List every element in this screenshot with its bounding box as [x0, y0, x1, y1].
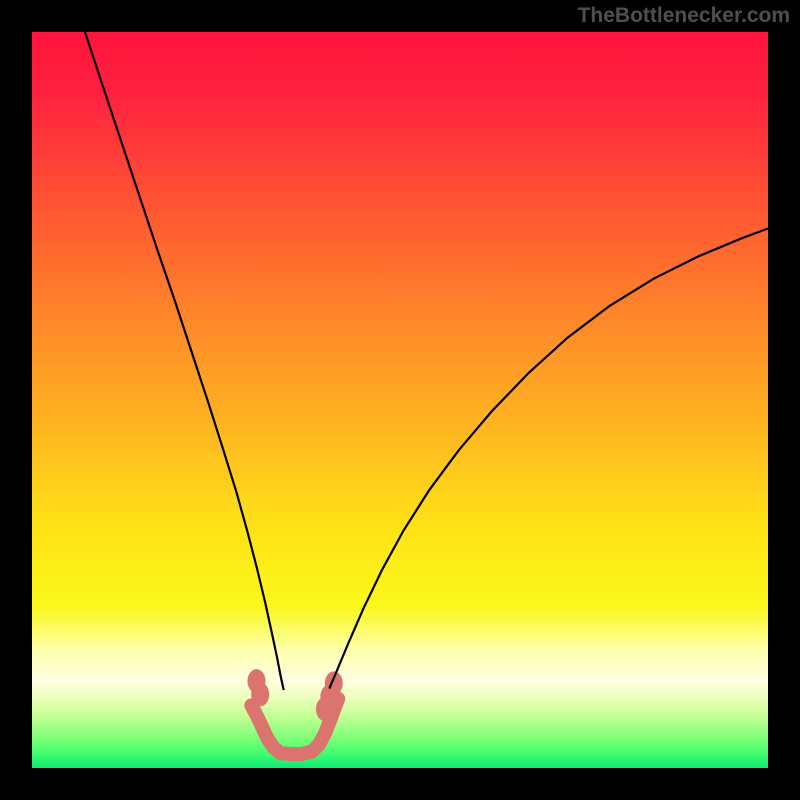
- valley-nodule: [251, 682, 269, 706]
- valley-nodule: [316, 697, 334, 721]
- gradient-background: [32, 32, 768, 768]
- watermark-text: TheBottlenecker.com: [578, 4, 790, 28]
- chart-plot: [32, 32, 768, 768]
- chart-frame: TheBottlenecker.com: [0, 0, 800, 800]
